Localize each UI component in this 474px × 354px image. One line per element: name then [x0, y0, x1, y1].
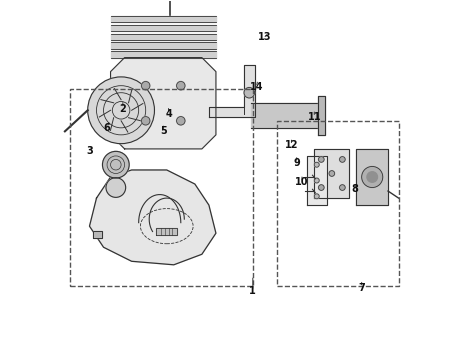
Text: 13: 13	[258, 32, 272, 41]
Polygon shape	[156, 228, 177, 235]
Polygon shape	[251, 103, 321, 128]
Text: 11: 11	[308, 112, 321, 122]
Circle shape	[319, 156, 324, 162]
Polygon shape	[110, 16, 216, 22]
Text: 10: 10	[295, 177, 309, 187]
Circle shape	[319, 185, 324, 190]
Polygon shape	[110, 25, 216, 31]
Polygon shape	[93, 232, 102, 239]
Text: 6: 6	[104, 123, 110, 133]
Text: 12: 12	[285, 141, 298, 150]
Polygon shape	[90, 170, 216, 265]
Text: 9: 9	[293, 158, 300, 168]
Bar	[70, 89, 253, 286]
Text: 4: 4	[165, 109, 172, 119]
Circle shape	[314, 194, 319, 199]
Circle shape	[314, 178, 319, 183]
Text: 8: 8	[351, 184, 358, 194]
Text: 2: 2	[119, 103, 126, 114]
Circle shape	[177, 81, 185, 90]
Polygon shape	[314, 149, 349, 198]
Circle shape	[367, 172, 377, 182]
Polygon shape	[209, 65, 255, 117]
Circle shape	[102, 152, 129, 178]
Circle shape	[314, 162, 319, 167]
Text: 5: 5	[160, 126, 167, 136]
Circle shape	[329, 171, 335, 176]
Circle shape	[362, 166, 383, 188]
Bar	[277, 121, 399, 286]
Circle shape	[339, 185, 345, 190]
Circle shape	[141, 116, 150, 125]
Circle shape	[339, 156, 345, 162]
Circle shape	[106, 178, 126, 198]
Text: 14: 14	[250, 82, 263, 92]
Polygon shape	[356, 149, 388, 205]
Polygon shape	[307, 156, 327, 205]
Polygon shape	[110, 42, 216, 49]
Circle shape	[141, 81, 150, 90]
Polygon shape	[110, 34, 216, 40]
Polygon shape	[110, 51, 216, 58]
Circle shape	[244, 87, 255, 98]
Text: 3: 3	[86, 145, 93, 156]
Polygon shape	[110, 58, 216, 149]
Circle shape	[177, 116, 185, 125]
Circle shape	[88, 77, 155, 144]
Text: 7: 7	[358, 282, 365, 293]
Polygon shape	[318, 96, 325, 135]
Text: 1: 1	[249, 286, 256, 296]
